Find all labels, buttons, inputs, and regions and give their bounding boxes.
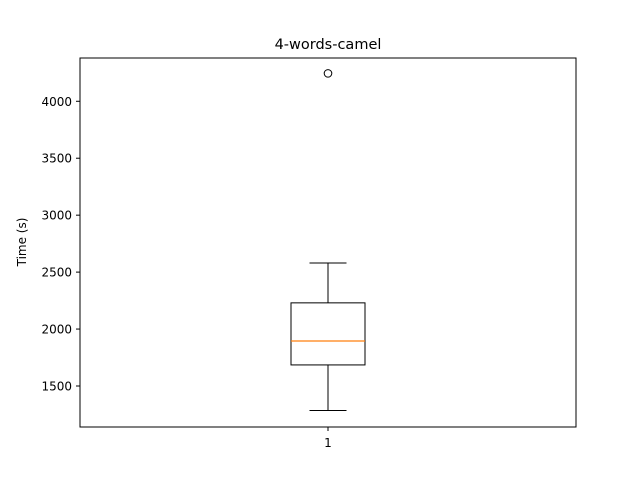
y-tick-label: 4000 <box>41 95 72 109</box>
chart-title: 4-words-camel <box>275 37 382 53</box>
y-tick-label: 2500 <box>41 266 72 280</box>
x-tick-label: 1 <box>324 436 332 450</box>
y-axis-ticks: 1500 2000 2500 3000 3500 4000 <box>41 95 80 394</box>
plot-marks <box>290 69 366 411</box>
interquartile-box <box>290 302 366 366</box>
plot-area-frame <box>79 57 577 428</box>
x-axis-ticks: 1 <box>324 427 332 450</box>
y-tick-label: 3000 <box>41 209 72 223</box>
y-tick-label: 1500 <box>41 380 72 394</box>
y-axis-label: Time (s) <box>15 218 29 268</box>
y-tick-label: 2000 <box>41 323 72 337</box>
y-tick-label: 3500 <box>41 152 72 166</box>
outlier-point <box>323 69 333 78</box>
